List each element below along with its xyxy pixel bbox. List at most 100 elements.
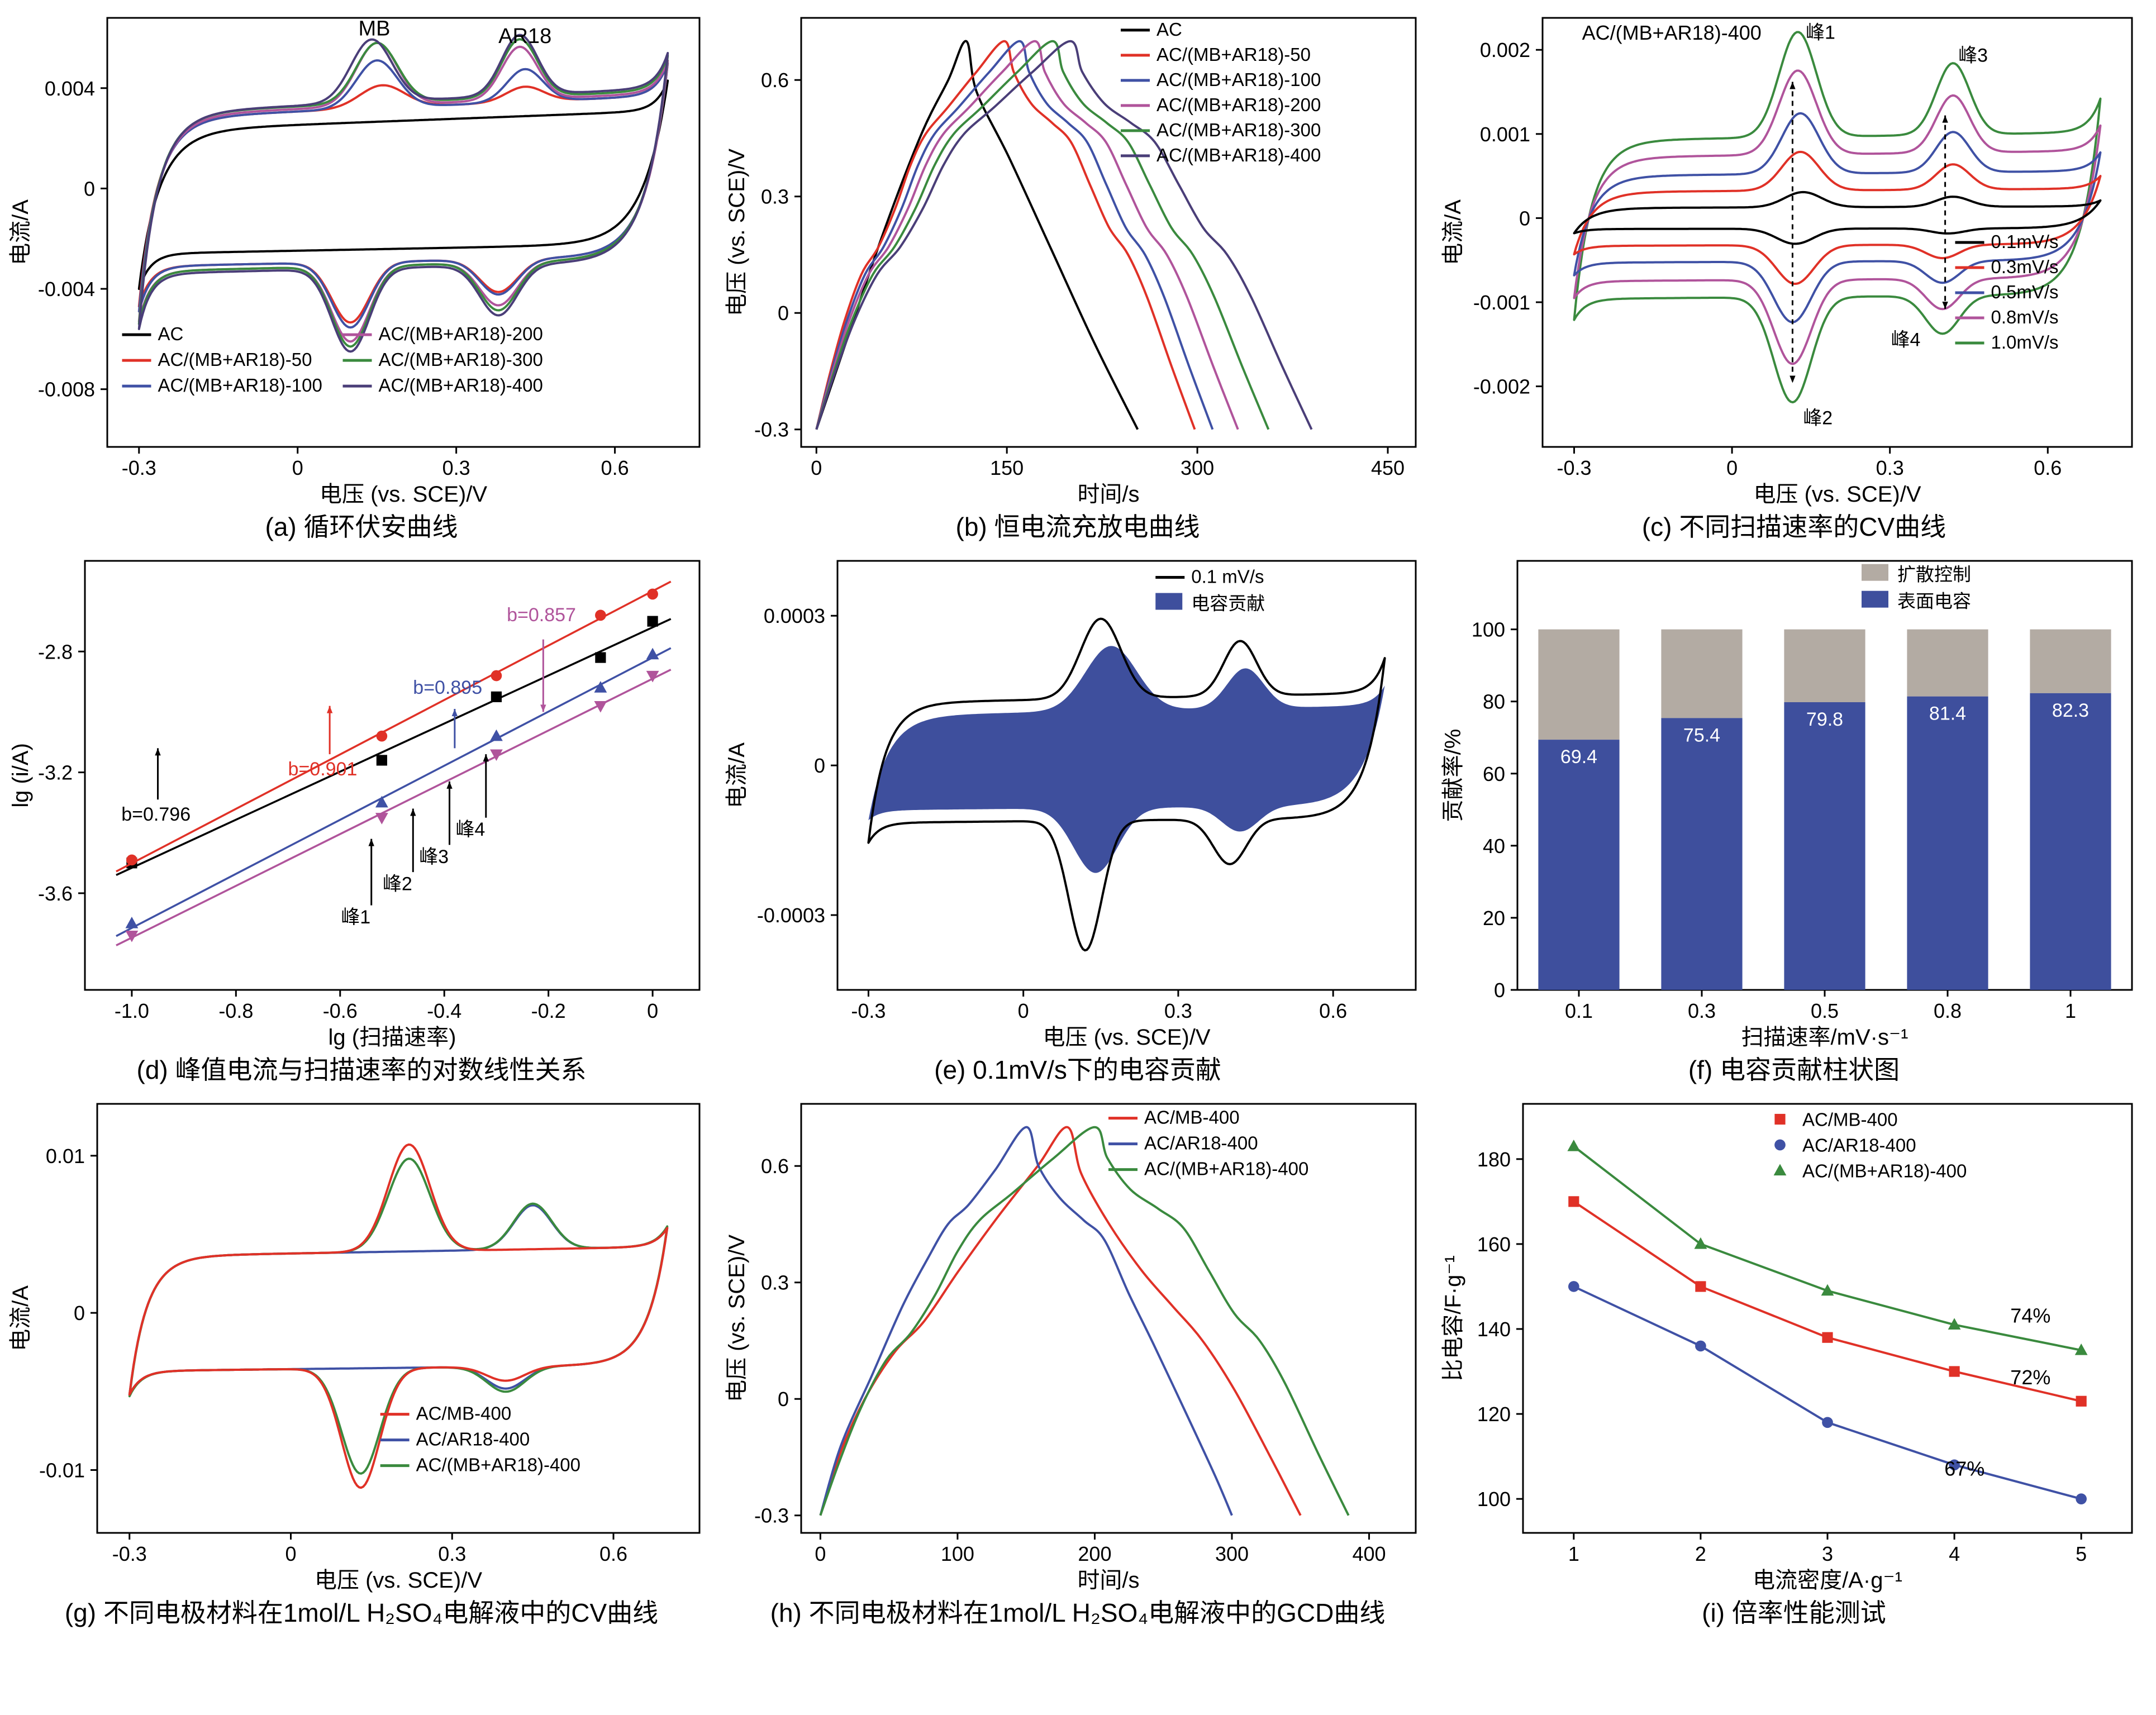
- series: 69.4 75.4 79.8 81.4 82.3: [1538, 629, 2111, 990]
- svg-text:0.3: 0.3: [1688, 999, 1716, 1022]
- svg-text:AC/(MB+AR18)-50: AC/(MB+AR18)-50: [1156, 44, 1311, 65]
- chart-g-electrode-cv: -0.3 0 0.3 0.6 -0.01 0 0.01 电压 (vs. SCE)/V 电流/A A…: [8, 1103, 701, 1593]
- panel-e: -0.3 0 0.3 0.6 -0.0003 0 0.0003 电压 (vs. SCE)/V 电…: [723, 550, 1432, 1087]
- svg-text:扫描速率/mV·s⁻¹: 扫描速率/mV·s⁻¹: [1741, 1025, 1908, 1050]
- caption-a: (a) 循环伏安曲线: [265, 512, 458, 541]
- svg-text:0.002: 0.002: [1480, 39, 1530, 61]
- svg-text:AC/(MB+AR18)-400: AC/(MB+AR18)-400: [1156, 145, 1321, 165]
- chart-i-rate-performance: 1 2 3 4 5 100 120 140 160 180 电流密度/A·g⁻¹ 比电容/F·g⁻¹ 7…: [1441, 1103, 2133, 1593]
- svg-text:AC/(MB+AR18)-400: AC/(MB+AR18)-400: [1802, 1160, 1967, 1181]
- series: [1573, 31, 2102, 404]
- legend: AC AC/(MB+AR18)-50 AC/(MB+AR18)-100 AC/(MB+…: [122, 323, 543, 396]
- chart-c-scanrate-cv: -0.3 0 0.3 0.6 -0.002 -0.001 0 0.001 0.002 电压 (vs…: [1441, 17, 2133, 507]
- svg-text:MB: MB: [358, 17, 390, 40]
- svg-text:160: 160: [1477, 1233, 1511, 1256]
- series: [1567, 1139, 2088, 1504]
- svg-text:60: 60: [1483, 763, 1505, 785]
- svg-text:AC/MB-400: AC/MB-400: [1144, 1107, 1240, 1127]
- legend: AC/MB-400 AC/AR18-400 AC/(MB+AR18)-400: [1108, 1107, 1308, 1179]
- svg-text:150: 150: [990, 456, 1024, 479]
- svg-text:AC: AC: [158, 323, 184, 344]
- svg-text:-0.3: -0.3: [112, 1542, 147, 1565]
- caption-b: (b) 恒电流充放电曲线: [955, 512, 1200, 541]
- svg-text:-0.001: -0.001: [1473, 291, 1530, 314]
- svg-text:b=0.857: b=0.857: [507, 604, 576, 626]
- svg-text:峰4: 峰4: [455, 819, 485, 840]
- series: [819, 1126, 1350, 1516]
- panel-b: 0 150 300 450 -0.3 0 0.3 0.6 时间/s 电压 (vs. SCE)/V A…: [723, 7, 1432, 544]
- svg-text:40: 40: [1483, 835, 1505, 858]
- svg-text:0: 0: [292, 456, 303, 479]
- svg-text:-0.4: -0.4: [427, 999, 461, 1022]
- svg-text:峰1: 峰1: [341, 907, 370, 928]
- svg-text:300: 300: [1215, 1542, 1249, 1565]
- svg-text:AR18: AR18: [498, 25, 551, 48]
- axes: -1.0 -0.8 -0.6 -0.4 -0.2 0 -3.6 -3.2 -2.8 lg (扫描速…: [8, 560, 701, 1050]
- axes: 0 100 200 300 400 -0.3 0 0.3 0.6 时间/s 电压 (vs. SCE)…: [725, 1103, 1417, 1593]
- svg-text:-0.3: -0.3: [1557, 456, 1591, 479]
- svg-text:电压 (vs. SCE)/V: 电压 (vs. SCE)/V: [725, 149, 749, 316]
- svg-text:79.8: 79.8: [1806, 709, 1843, 730]
- caption-i: (i) 倍率性能测试: [1702, 1598, 1886, 1627]
- svg-text:表面电容: 表面电容: [1897, 590, 1971, 611]
- svg-text:-0.8: -0.8: [218, 999, 253, 1022]
- legend: 0.1mV/s 0.3mV/s 0.5mV/s 0.8mV/s 1.0mV/s: [1955, 231, 2059, 352]
- annotations: AC/(MB+AR18)-400 峰1 峰3 峰2 峰4: [1582, 21, 1988, 428]
- svg-text:0.5: 0.5: [1811, 999, 1839, 1022]
- svg-text:0.001: 0.001: [1480, 123, 1530, 146]
- svg-text:AC: AC: [1156, 19, 1182, 40]
- svg-text:-0.002: -0.002: [1473, 375, 1530, 398]
- svg-text:100: 100: [941, 1542, 974, 1565]
- svg-text:电流/A: 电流/A: [8, 199, 33, 265]
- svg-text:400: 400: [1352, 1542, 1386, 1565]
- svg-text:0.6: 0.6: [2034, 456, 2062, 479]
- panel-g: -0.3 0 0.3 0.6 -0.01 0 0.01 电压 (vs. SCE)/V 电流/A A…: [7, 1093, 716, 1630]
- legend: AC AC/(MB+AR18)-50 AC/(MB+AR18)-100 AC/(MB+…: [1121, 19, 1321, 165]
- legend: AC/MB-400 AC/AR18-400 AC/(MB+AR18)-400: [380, 1403, 580, 1475]
- svg-text:峰3: 峰3: [419, 846, 449, 868]
- series: [815, 40, 1313, 430]
- svg-text:100: 100: [1472, 618, 1505, 641]
- svg-text:0: 0: [814, 754, 825, 777]
- svg-text:72%: 72%: [2010, 1365, 2050, 1388]
- svg-text:AC/MB-400: AC/MB-400: [1802, 1109, 1898, 1130]
- svg-text:0: 0: [1519, 207, 1530, 230]
- svg-text:AC/(MB+AR18)-400: AC/(MB+AR18)-400: [379, 375, 543, 396]
- svg-text:电容贡献: 电容贡献: [1191, 593, 1265, 613]
- svg-text:-0.2: -0.2: [531, 999, 566, 1022]
- chart-b-gcd-curves: 0 150 300 450 -0.3 0 0.3 0.6 时间/s 电压 (vs. SCE)/V A…: [725, 17, 1417, 507]
- panel-d: -1.0 -0.8 -0.6 -0.4 -0.2 0 -3.6 -3.2 -2.8 lg (扫描速…: [7, 550, 716, 1087]
- svg-text:0.3: 0.3: [761, 1271, 789, 1294]
- panel-c: -0.3 0 0.3 0.6 -0.002 -0.001 0 0.001 0.002 电压 (vs…: [1439, 7, 2149, 544]
- svg-text:-0.008: -0.008: [38, 378, 95, 401]
- svg-text:0: 0: [1726, 456, 1738, 479]
- svg-text:-0.3: -0.3: [754, 1504, 789, 1527]
- svg-text:82.3: 82.3: [2052, 700, 2089, 721]
- svg-text:AC/AR18-400: AC/AR18-400: [1144, 1132, 1258, 1153]
- svg-text:AC/(MB+AR18)-300: AC/(MB+AR18)-300: [1156, 120, 1321, 140]
- svg-text:-0.3: -0.3: [122, 456, 156, 479]
- svg-text:2: 2: [1695, 1542, 1706, 1565]
- legend: 0.1 mV/s 电容贡献: [1155, 566, 1265, 613]
- svg-text:1: 1: [1568, 1542, 1579, 1565]
- svg-text:0: 0: [647, 999, 658, 1022]
- svg-text:0.3: 0.3: [1164, 999, 1192, 1022]
- svg-text:峰4: 峰4: [1891, 329, 1920, 350]
- svg-text:0.004: 0.004: [45, 77, 95, 100]
- svg-text:0: 0: [74, 1302, 85, 1325]
- svg-text:峰2: 峰2: [1803, 407, 1833, 428]
- svg-text:0.5mV/s: 0.5mV/s: [1991, 282, 2059, 302]
- chart-a-cv-curves: -0.3 0 0.3 0.6 -0.008 -0.004 0 0.004 电压 (vs. SCE…: [8, 17, 701, 507]
- svg-text:67%: 67%: [1944, 1457, 1984, 1480]
- svg-text:-1.0: -1.0: [115, 999, 149, 1022]
- svg-text:0.3: 0.3: [1876, 456, 1904, 479]
- legend: AC/MB-400 AC/AR18-400 AC/(MB+AR18)-400: [1773, 1109, 1967, 1181]
- svg-text:69.4: 69.4: [1560, 746, 1597, 768]
- annotations: MB AR18: [358, 17, 551, 47]
- svg-text:AC/AR18-400: AC/AR18-400: [1802, 1135, 1916, 1155]
- panel-i: 1 2 3 4 5 100 120 140 160 180 电流密度/A·g⁻¹ 比电容/F·g⁻¹ 7…: [1439, 1093, 2149, 1630]
- svg-text:电流密度/A·g⁻¹: 电流密度/A·g⁻¹: [1753, 1568, 1902, 1593]
- series: [116, 580, 672, 946]
- svg-text:0.6: 0.6: [599, 1542, 627, 1565]
